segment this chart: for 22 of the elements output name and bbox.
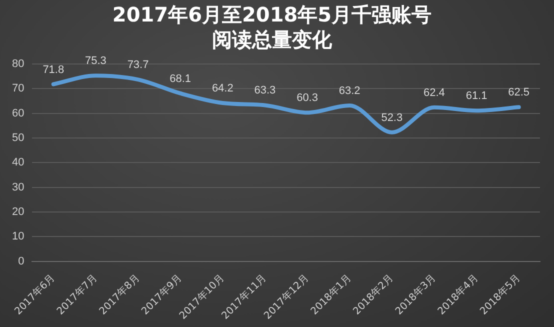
data-label: 63.3	[254, 84, 276, 97]
data-label: 62.4	[424, 86, 445, 99]
data-label: 73.7	[127, 59, 149, 72]
data-label: 62.5	[508, 86, 530, 99]
y-tick-label: 30	[12, 181, 24, 194]
data-label: 64.2	[212, 82, 234, 95]
data-label: 63.2	[338, 84, 360, 97]
y-tick-label: 0	[18, 255, 24, 268]
y-tick-label: 10	[12, 230, 24, 243]
y-tick-label: 60	[12, 107, 24, 120]
y-tick-label: 80	[12, 58, 24, 70]
data-label: 75.3	[84, 55, 106, 68]
y-tick-label: 20	[12, 206, 24, 218]
y-tick-label: 50	[12, 132, 24, 144]
chart-title: 2017年6月至2018年5月千强账号阅读总量变化	[112, 2, 432, 52]
data-label: 61.1	[466, 90, 488, 102]
data-label: 71.8	[42, 64, 64, 76]
data-label: 68.1	[170, 72, 192, 85]
y-tick-label: 40	[12, 156, 24, 169]
data-label: 52.3	[381, 112, 403, 124]
data-label: 60.3	[296, 92, 318, 104]
y-tick-label: 70	[12, 82, 24, 95]
